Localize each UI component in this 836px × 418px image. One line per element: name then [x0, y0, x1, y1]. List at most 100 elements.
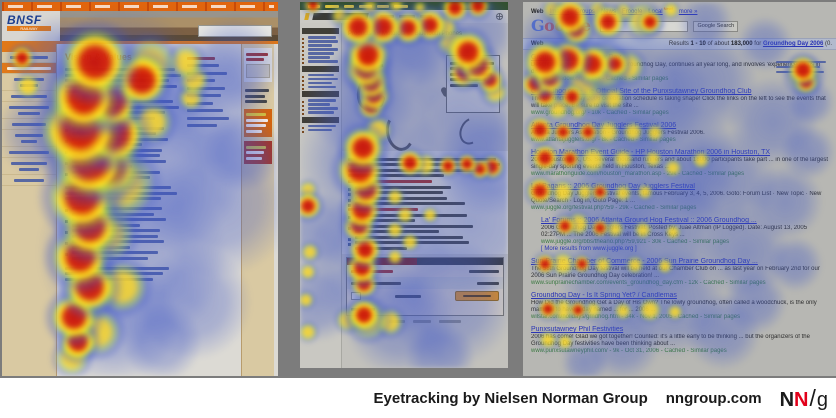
sidebar-item[interactable] — [2, 175, 56, 186]
more-results-link[interactable]: [ More results from www.juggle.org ] — [541, 246, 637, 252]
result-title-link[interactable]: La' Pagans :: 2006 Groundhog Day Juggler… — [531, 183, 695, 190]
blurred-text-line — [351, 269, 393, 273]
category-link[interactable] — [302, 107, 339, 111]
hot-stuff-box[interactable] — [244, 48, 272, 82]
result-snippet: Atlanta Jugglers Association - Groundhog… — [531, 130, 705, 136]
bullet-list — [65, 126, 175, 179]
sidebar-item[interactable] — [2, 52, 56, 63]
store-logo[interactable] — [312, 13, 369, 20]
sidebar-item[interactable] — [2, 130, 56, 147]
google-nav-images[interactable]: Images — [549, 9, 570, 15]
result-title-link[interactable]: Houston Marathon Event Guide - HP Housto… — [531, 149, 771, 156]
nng-logo-n1: N — [779, 388, 795, 411]
result-title-link[interactable]: Groundhog Day - Is It Spring Yet? / Cand… — [531, 292, 677, 299]
category-link[interactable] — [302, 81, 339, 85]
related-link[interactable] — [187, 71, 237, 75]
google-logo-letter: o — [544, 16, 555, 35]
product-main: Products for Motorola … Bluetooth Phones — [342, 23, 508, 368]
search-input[interactable] — [600, 20, 689, 32]
category-link[interactable] — [302, 103, 339, 107]
category-link[interactable] — [302, 44, 339, 48]
bnsf-logo[interactable]: BNSF RAILWAY — [2, 11, 60, 41]
related-link[interactable] — [187, 116, 237, 120]
category-link[interactable] — [302, 40, 339, 44]
more-info-link[interactable] — [351, 305, 375, 313]
related-link[interactable] — [187, 124, 237, 127]
nng-logo: N N / g — [780, 385, 828, 412]
footer-links[interactable] — [342, 316, 508, 323]
category-link[interactable] — [302, 128, 339, 132]
quantity-input[interactable] — [351, 292, 361, 300]
button-label — [463, 294, 491, 298]
google-nav-groups[interactable]: Groups — [575, 9, 595, 15]
web-tab[interactable]: Web — [531, 41, 544, 47]
availability-row — [347, 277, 503, 289]
related-link[interactable] — [187, 94, 237, 97]
result-title-link[interactable]: Atlanta Groundhog Day Jugglers Festival … — [531, 122, 677, 129]
category-link[interactable] — [302, 124, 339, 128]
related-link[interactable] — [187, 79, 237, 82]
related-link[interactable] — [187, 101, 237, 105]
sponsored-links[interactable] — [776, 58, 830, 76]
bullet-item — [65, 229, 175, 238]
blurred-text-line — [11, 161, 47, 165]
sidebar-item[interactable] — [2, 74, 56, 91]
nng-logo-g: g — [816, 388, 828, 411]
blurred-text-line — [187, 56, 215, 60]
blurred-text-line — [348, 174, 444, 177]
google-nav-more[interactable]: more » — [678, 9, 698, 15]
category-link[interactable] — [302, 48, 339, 52]
promo-alert[interactable] — [244, 141, 272, 164]
blurred-text-line — [355, 219, 415, 222]
sidebar-item-active[interactable] — [2, 63, 56, 74]
bullet-item — [65, 126, 175, 135]
header-links[interactable] — [380, 15, 432, 18]
result-title-link[interactable]: Punxsutawney Phil Festivities — [531, 326, 624, 333]
related-link[interactable] — [187, 109, 237, 112]
blurred-text-line — [246, 151, 264, 154]
result-title-link[interactable]: Groundhog.org - the Official Site of the… — [531, 88, 752, 95]
google-logo-letter: G — [531, 16, 545, 35]
blurred-text-line — [355, 213, 467, 217]
google-nav-news[interactable]: News — [600, 9, 616, 15]
result-snippet: 2006 Houston, TX, US. Several thousand r… — [531, 157, 829, 170]
product-heading: Products for Motorola … Bluetooth Phones — [348, 31, 463, 37]
category-link[interactable] — [302, 99, 339, 103]
sidebar-item[interactable] — [2, 147, 56, 158]
sidebar-item[interactable] — [2, 102, 56, 119]
category-link[interactable] — [302, 60, 339, 64]
panel-google: Web Images Groups News Froogle LocalNew! more … — [523, 2, 836, 376]
category-link[interactable] — [302, 85, 339, 89]
add-to-cart-button[interactable] — [455, 291, 499, 301]
google-nav-web[interactable]: Web — [531, 9, 544, 15]
category-link[interactable] — [302, 52, 339, 56]
help-icon[interactable] — [496, 13, 503, 20]
ecommerce-top-nav[interactable] — [300, 2, 508, 10]
google-nav-local[interactable]: LocalNew! — [648, 6, 673, 15]
category-link[interactable] — [302, 36, 339, 40]
sidebar-item[interactable] — [2, 158, 56, 175]
sidebar-item[interactable] — [2, 119, 56, 130]
related-link[interactable] — [187, 64, 237, 67]
promo-banner-text — [246, 118, 270, 133]
panel-ecommerce: Products for Motorola … Bluetooth Phones — [300, 2, 508, 368]
category-link[interactable] — [302, 77, 339, 81]
new-badge: New! — [663, 6, 673, 11]
bnsf-banner-image — [60, 11, 278, 41]
result-title-link[interactable]: La' Forums :: 2006 Atlanta Ground Hog Fe… — [541, 217, 757, 224]
result-title-link[interactable]: Sun Prairie Chamber of Commerce - 2006 S… — [531, 258, 758, 265]
category-link[interactable] — [302, 111, 339, 115]
query-link[interactable]: Groundhog Day 2006 — [762, 41, 824, 47]
category-link[interactable] — [302, 73, 339, 77]
sidebar-item[interactable] — [2, 91, 56, 102]
related-link[interactable] — [187, 86, 237, 90]
bullet-item — [65, 170, 175, 179]
promo-banner[interactable] — [244, 108, 272, 137]
result-url: www.sunprairiechamber.com/events_groundh… — [531, 280, 766, 286]
blurred-text-line — [351, 281, 401, 285]
category-link[interactable] — [302, 56, 339, 60]
bnsf-article: Vision & Values — [57, 44, 181, 376]
google-nav-froogle[interactable]: Froogle — [621, 9, 643, 15]
google-search-button[interactable]: Google Search — [693, 20, 739, 32]
bnsf-top-nav[interactable] — [2, 2, 278, 11]
